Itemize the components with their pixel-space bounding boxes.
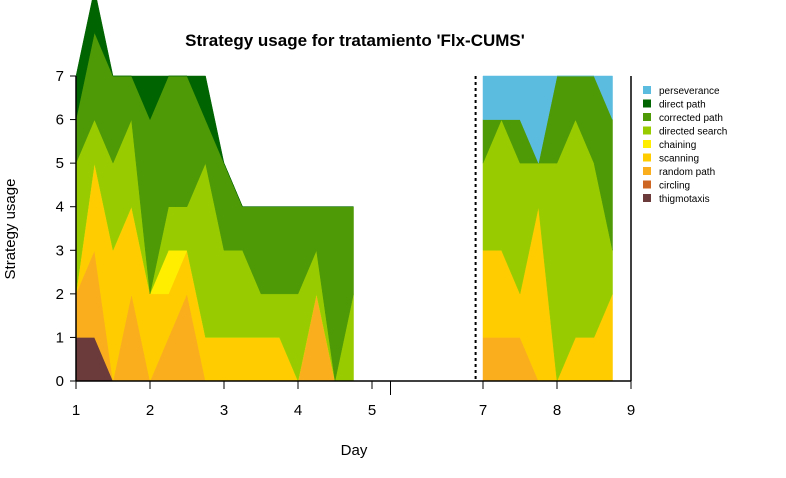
legend-swatch-circling [643,180,651,189]
chart-title: Strategy usage for tratamiento 'Flx-CUMS… [185,31,525,50]
legend-label-random-path: random path [659,167,715,178]
plot-frame [75,76,632,382]
legend-label-chaining: chaining [659,140,696,151]
plot-areas [75,0,613,382]
legend-swatch-direct-path [643,99,651,108]
y-tick-label: 4 [56,199,64,216]
area-direct-path-segment-1 [75,0,354,207]
legend-label-corrected-path: corrected path [659,113,723,124]
legend-swatch-perseverance [643,86,651,94]
y-axis: 0 1 2 3 4 5 6 7 [56,68,76,390]
y-axis-label: Strategy usage [2,179,19,280]
legend-swatch-scanning [643,153,651,162]
legend: perseverance direct path corrected path dir… [643,86,727,205]
y-tick-label: 3 [56,242,64,259]
x-tick-label: 2 [146,402,154,419]
legend-label-perseverance: perseverance [659,86,720,97]
x-tick-label: 7 [479,402,487,419]
x-tick-label: 3 [220,402,228,419]
y-tick-label: 1 [56,329,64,346]
legend-label-direct-path: direct path [659,100,706,111]
y-tick-label: 0 [56,373,64,390]
x-axis-label: Day [341,442,368,459]
x-tick-label: 1 [72,402,80,419]
y-tick-label: 7 [56,68,64,85]
legend-label-directed-search: directed search [659,127,727,138]
legend-label-thigmotaxis: thigmotaxis [659,194,710,205]
y-tick-label: 2 [56,286,64,303]
area-perseverance-segment-2 [482,75,613,164]
x-axis: 1 2 3 4 5 7 8 9 [72,381,635,419]
x-tick-label: 5 [368,402,376,419]
legend-swatch-thigmotaxis [643,194,651,202]
legend-label-scanning: scanning [659,154,699,165]
x-tick-label: 8 [553,402,561,419]
x-tick-label: 9 [627,402,635,419]
legend-label-circling: circling [659,181,690,192]
y-tick-label: 5 [56,155,64,172]
legend-swatch-corrected-path [643,113,651,121]
x-tick-label: 4 [294,402,302,419]
legend-swatch-random-path [643,167,651,175]
y-tick-label: 6 [56,112,64,129]
legend-swatch-chaining [643,140,651,148]
legend-swatch-directed-search [643,126,651,135]
